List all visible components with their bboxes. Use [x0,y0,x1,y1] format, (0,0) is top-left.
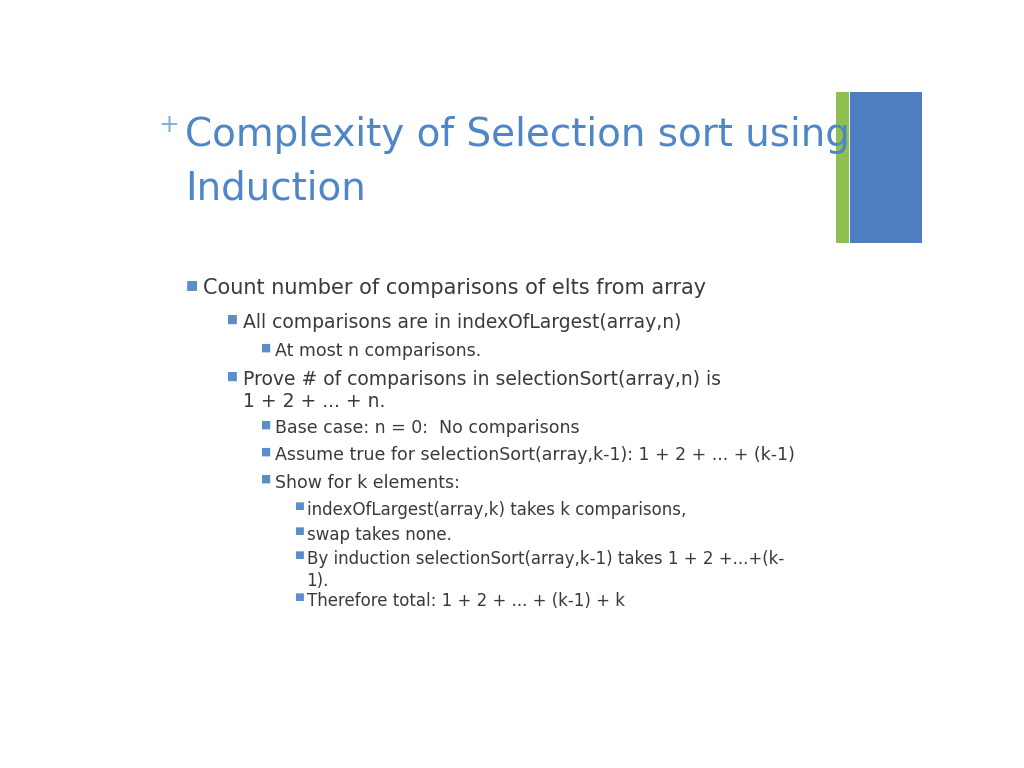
Text: ■: ■ [227,313,239,326]
Text: Assume true for selectionSort(array,k-1): 1 + 2 + ... + (k-1): Assume true for selectionSort(array,k-1)… [274,446,795,465]
Text: Base case: n = 0:  No comparisons: Base case: n = 0: No comparisons [274,419,580,437]
Text: ■: ■ [294,501,303,511]
Text: All comparisons are in indexOfLargest(array,n): All comparisons are in indexOfLargest(ar… [243,313,681,332]
Text: Complexity of Selection sort using: Complexity of Selection sort using [185,116,850,154]
Text: indexOfLargest(array,k) takes k comparisons,: indexOfLargest(array,k) takes k comparis… [306,501,686,519]
Text: ■: ■ [294,525,303,535]
Text: Count number of comparisons of elts from array: Count number of comparisons of elts from… [204,279,707,299]
Text: ■: ■ [260,343,270,353]
Text: ■: ■ [260,419,270,429]
Text: ■: ■ [294,592,303,602]
Text: Prove # of comparisons in selectionSort(array,n) is
1 + 2 + ... + n.: Prove # of comparisons in selectionSort(… [243,369,721,411]
Text: ■: ■ [294,551,303,561]
Bar [836,92,849,243]
Bar [850,92,922,243]
Text: ■: ■ [260,446,270,456]
Text: ■: ■ [186,279,198,291]
Text: ■: ■ [227,369,239,382]
Text: +: + [158,113,179,137]
Text: At most n comparisons.: At most n comparisons. [274,343,481,360]
Text: ■: ■ [260,474,270,484]
Text: swap takes none.: swap takes none. [306,525,452,544]
Text: Induction: Induction [185,169,366,207]
Text: By induction selectionSort(array,k-1) takes 1 + 2 +...+(k-
1).: By induction selectionSort(array,k-1) ta… [306,551,783,590]
Text: Therefore total: 1 + 2 + ... + (k-1) + k: Therefore total: 1 + 2 + ... + (k-1) + k [306,592,625,610]
Text: Show for k elements:: Show for k elements: [274,474,460,492]
